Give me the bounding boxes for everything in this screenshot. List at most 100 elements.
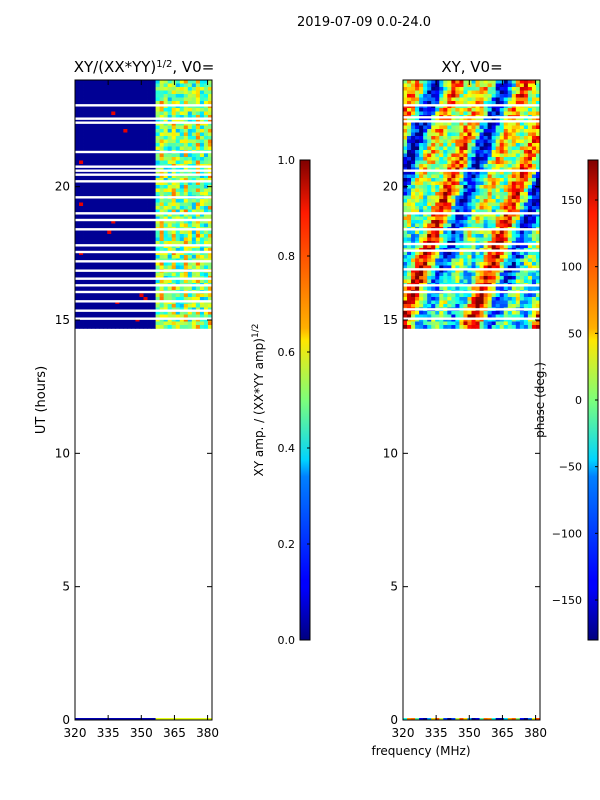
heat-cell [139, 178, 144, 182]
heat-cell [407, 262, 412, 266]
heat-cell [519, 139, 525, 144]
heat-cell [531, 293, 537, 298]
heat-cell [435, 255, 440, 259]
heat-cell [487, 195, 493, 200]
heat-cell [151, 132, 156, 137]
heat-cell [95, 181, 100, 186]
heat-cell [491, 108, 497, 112]
heat-cell [83, 223, 88, 228]
heat-cell [527, 718, 533, 720]
heat-cell [475, 314, 480, 319]
heat-cell [207, 311, 213, 315]
heat-cell [147, 286, 152, 291]
heat-cell [523, 321, 529, 326]
gap-row [75, 218, 212, 222]
heat-cell [139, 248, 144, 252]
heat-cell [515, 202, 521, 207]
heat-cell [499, 297, 505, 301]
heat-cell [503, 213, 509, 217]
heat-cell [171, 718, 177, 720]
heat-cell [507, 83, 513, 88]
heat-cell [79, 146, 84, 151]
heat-cell [471, 314, 476, 319]
heat-cell [451, 157, 456, 161]
heat-cell [207, 220, 213, 224]
heat-cell [515, 255, 521, 259]
heat-cell [407, 251, 412, 256]
heat-cell [139, 318, 144, 322]
heat-cell [159, 223, 165, 228]
heat-cell [175, 206, 181, 210]
heat-cell [183, 97, 189, 102]
heat-cell [75, 265, 80, 270]
heat-cell [467, 265, 472, 270]
heat-cell [447, 213, 452, 217]
heat-cell [527, 174, 533, 179]
heat-cell [155, 97, 161, 102]
heat-cell [447, 325, 452, 329]
heat-cell [91, 718, 96, 720]
heat-cell [135, 157, 140, 161]
heat-cell [187, 136, 193, 140]
heat-cell [79, 325, 84, 329]
heat-cell [195, 311, 201, 315]
heat-cell [87, 111, 92, 116]
heat-cell [495, 272, 501, 277]
heat-cell [475, 167, 480, 172]
heat-cell [127, 167, 132, 172]
heat-cell [415, 167, 420, 172]
heat-cell [535, 216, 541, 221]
heat-cell [199, 146, 205, 151]
heat-cell [127, 318, 132, 322]
heat-cell [171, 209, 177, 214]
heat-cell [403, 90, 408, 95]
heat-cell [483, 164, 489, 168]
heat-cell [91, 293, 96, 298]
heat-cell [467, 304, 472, 308]
heat-cell [535, 237, 541, 242]
heat-cell [495, 125, 501, 130]
heat-cell [527, 234, 533, 238]
heat-cell [503, 718, 509, 720]
heat-cell [135, 178, 140, 182]
heat-cell [455, 318, 460, 322]
heat-cell [91, 241, 96, 245]
heat-cell [171, 101, 177, 105]
heat-cell [515, 209, 521, 214]
heat-cell [483, 129, 489, 133]
heat-cell [131, 216, 136, 221]
heat-cell [111, 90, 116, 95]
heat-cell [135, 318, 140, 322]
heat-cell [495, 143, 501, 147]
heat-cell [427, 230, 432, 235]
heat-cell [191, 286, 197, 291]
heat-cell [531, 718, 537, 720]
heat-cell [435, 160, 440, 165]
heat-cell [435, 300, 440, 305]
heat-cell [443, 132, 448, 137]
heat-cell [107, 178, 112, 182]
heat-cell [107, 146, 112, 151]
heat-cell [519, 111, 525, 116]
heat-cell [91, 209, 96, 214]
heat-cell [91, 83, 96, 88]
heat-cell [207, 272, 213, 277]
heat-cell [443, 209, 448, 214]
heat-cell [179, 125, 185, 130]
heat-cell [499, 143, 505, 147]
heat-cell [479, 223, 484, 228]
heat-cell [87, 202, 92, 207]
heat-cell [123, 94, 128, 98]
heat-cell [499, 325, 505, 329]
heat-cell [127, 213, 132, 217]
heat-cell [183, 199, 189, 203]
heat-cell [531, 101, 537, 105]
heat-cell [439, 122, 444, 126]
heat-cell [171, 223, 177, 228]
heat-cell [515, 178, 521, 182]
heat-cell [87, 279, 92, 284]
heat-cell [91, 223, 96, 228]
heat-cell [531, 258, 537, 263]
heat-cell [119, 153, 124, 158]
heat-cell [127, 718, 132, 720]
